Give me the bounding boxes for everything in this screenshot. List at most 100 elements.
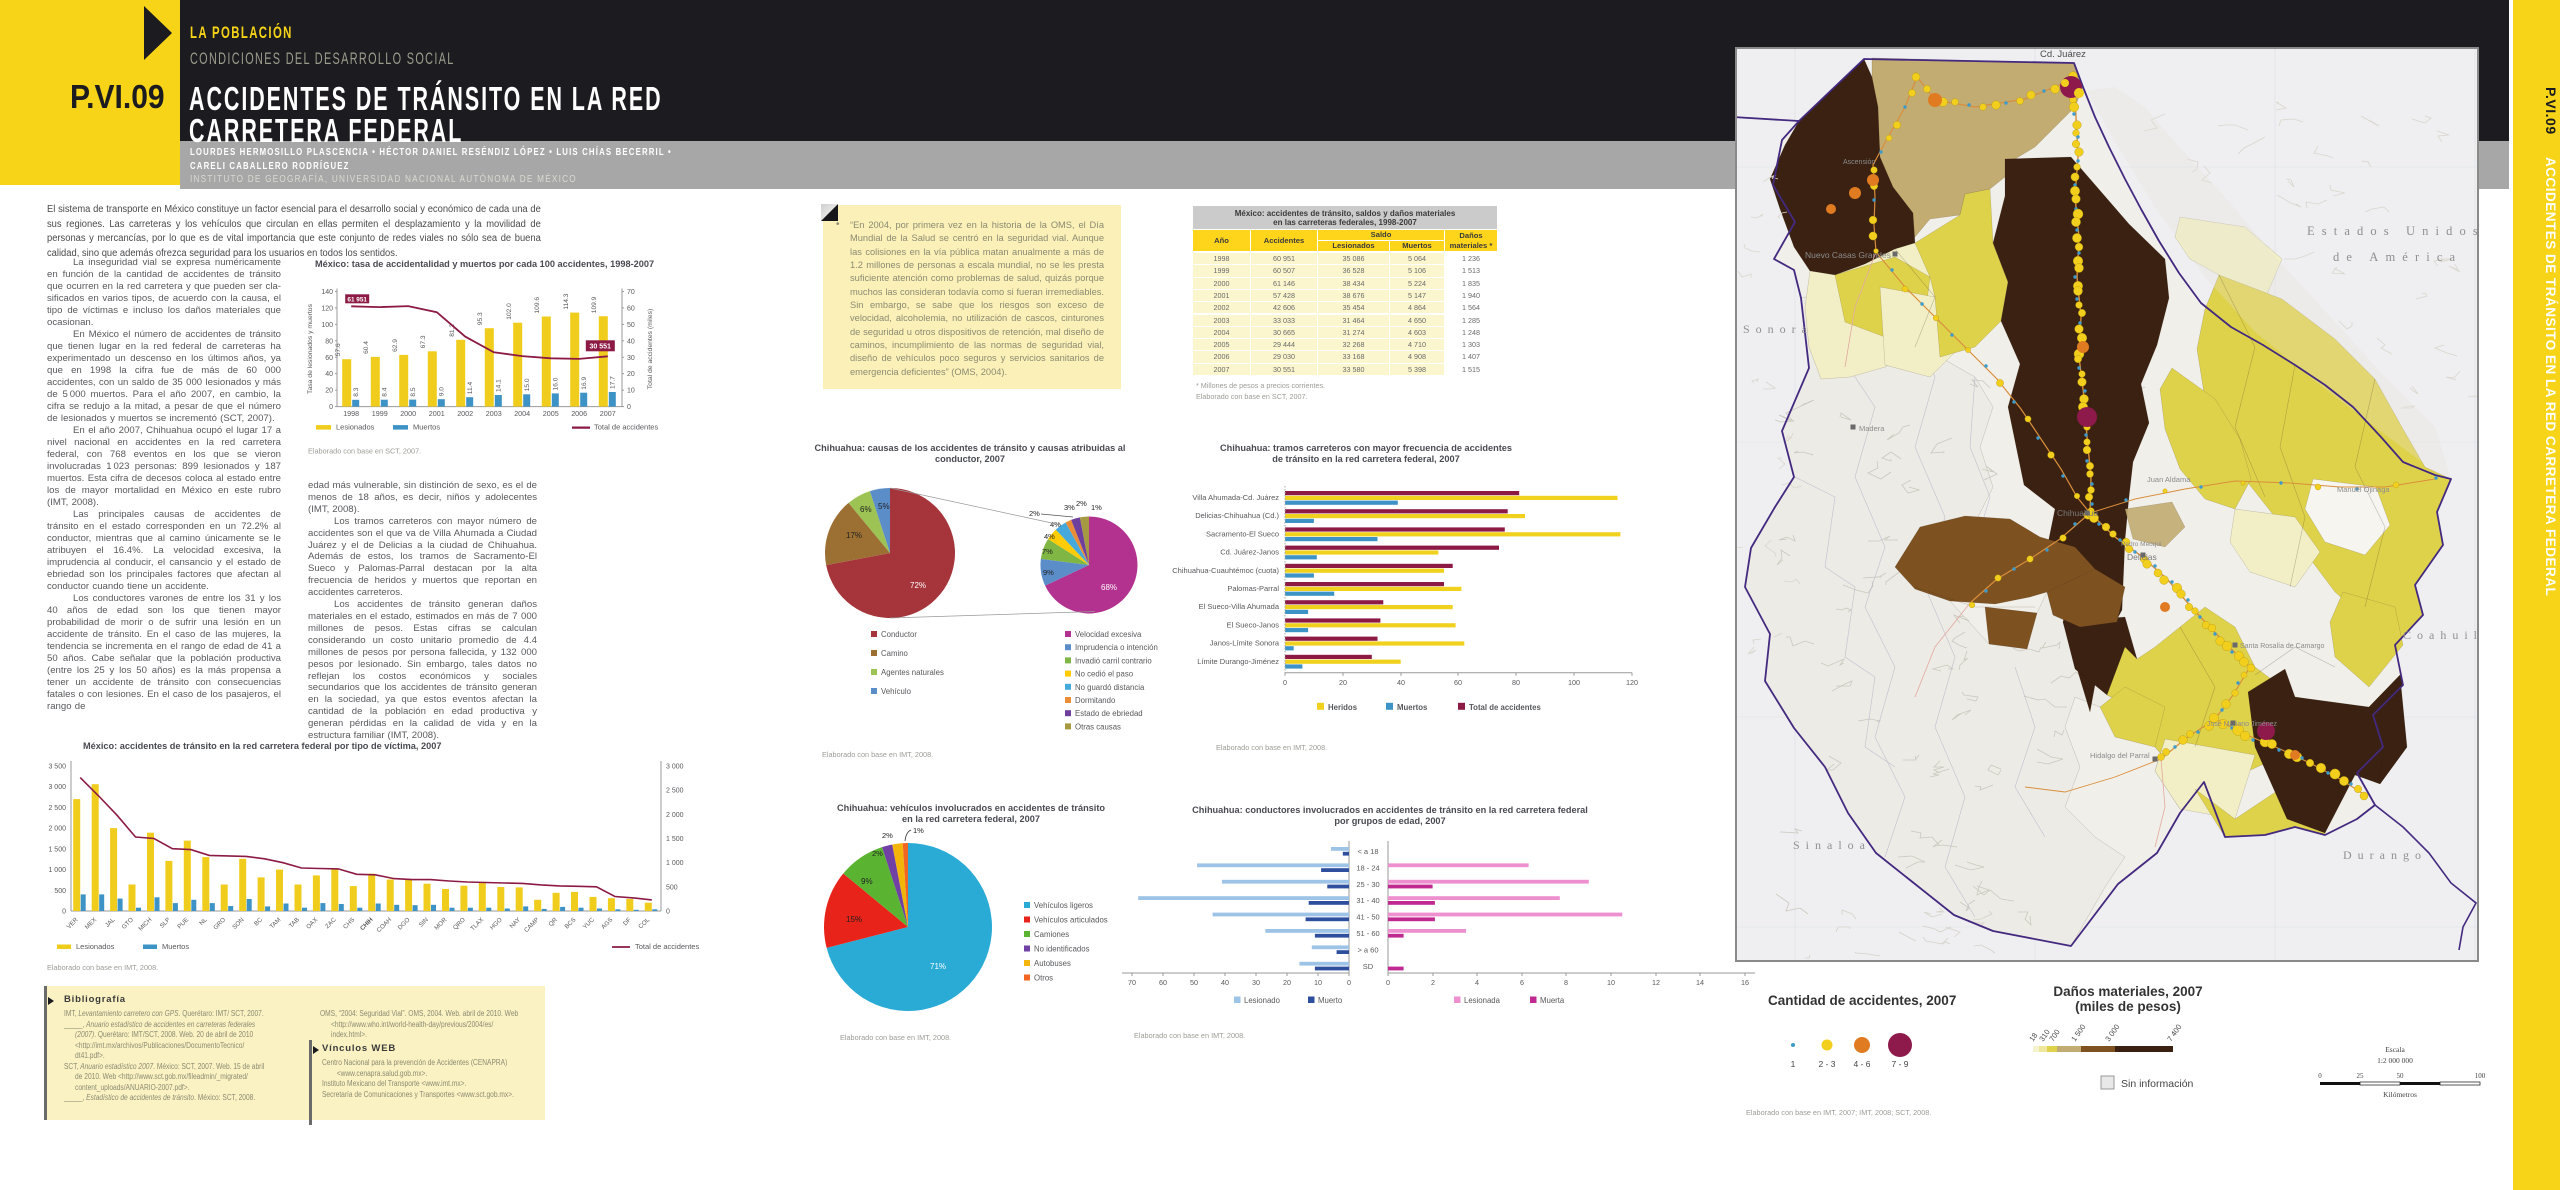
svg-text:SIN: SIN	[418, 916, 430, 928]
svg-text:3 000: 3 000	[666, 764, 684, 771]
svg-text:80: 80	[1512, 678, 1520, 687]
svg-text:DF: DF	[622, 916, 633, 927]
svg-text:SON: SON	[231, 916, 245, 930]
svg-text:2004: 2004	[514, 409, 530, 418]
svg-text:1:2 000 000: 1:2 000 000	[2377, 1056, 2413, 1065]
svg-text:25 - 30: 25 - 30	[1356, 880, 1379, 889]
svg-text:Lesionados: Lesionados	[336, 423, 375, 432]
svg-text:2 000: 2 000	[48, 826, 66, 833]
svg-text:C o a h u i l a: C o a h u i l a	[2403, 628, 2479, 642]
svg-text:P.VI.09: P.VI.09	[2543, 87, 2559, 135]
svg-text:2007: 2007	[600, 409, 616, 418]
svg-text:COL: COL	[637, 916, 651, 930]
svg-text:16: 16	[1741, 978, 1749, 987]
svg-text:14: 14	[1696, 978, 1704, 987]
svg-text:Cantidad de accidentes, 2007: Cantidad de accidentes, 2007	[1768, 993, 1956, 1008]
svg-text:1 500: 1 500	[48, 846, 66, 853]
svg-text:No identificados: No identificados	[1034, 945, 1090, 954]
svg-text:10: 10	[1314, 978, 1322, 987]
svg-text:Total de accidentes: Total de accidentes	[594, 423, 658, 432]
svg-text:15.0: 15.0	[524, 378, 531, 391]
svg-text:40: 40	[1221, 978, 1229, 987]
svg-text:MOR: MOR	[433, 916, 449, 932]
svg-text:México: accidentes de tránsito: México: accidentes de tránsito en la red…	[83, 741, 441, 751]
svg-text:72%: 72%	[910, 581, 926, 590]
svg-text:8.5: 8.5	[410, 387, 417, 396]
svg-text:2%: 2%	[1029, 509, 1040, 518]
svg-text:Elaborado con base en IMT, 200: Elaborado con base en IMT, 2008.	[822, 750, 933, 759]
svg-text:95.3: 95.3	[477, 312, 484, 325]
svg-text:HGO: HGO	[489, 916, 504, 931]
svg-text:100: 100	[1568, 678, 1580, 687]
svg-text:JAL: JAL	[104, 916, 117, 929]
svg-text:2001: 2001	[429, 409, 445, 418]
svg-text:81.2: 81.2	[449, 324, 456, 337]
svg-text:2%: 2%	[872, 849, 883, 858]
svg-text:Muertos: Muertos	[413, 423, 440, 432]
svg-text:16.9: 16.9	[581, 377, 588, 390]
svg-text:GTO: GTO	[121, 916, 135, 930]
svg-text:70: 70	[1128, 978, 1136, 987]
svg-text:18 - 24: 18 - 24	[1356, 863, 1379, 872]
svg-text:2: 2	[1431, 978, 1435, 987]
svg-text:Elaborado con base en IMT, 200: Elaborado con base en IMT, 2008.	[840, 1033, 951, 1042]
svg-text:2 - 3: 2 - 3	[1818, 1059, 1835, 1069]
svg-text:Escala: Escala	[2385, 1045, 2405, 1054]
svg-text:1999: 1999	[372, 409, 388, 418]
svg-text:0: 0	[627, 404, 631, 411]
svg-text:67.3: 67.3	[420, 335, 427, 348]
svg-text:20: 20	[1339, 678, 1347, 687]
svg-text:Tasa de lesionados y muertos: Tasa de lesionados y muertos	[307, 303, 314, 394]
svg-text:3%: 3%	[1064, 503, 1075, 512]
svg-text:Límite Durango-Jiménez: Límite Durango-Jiménez	[1197, 657, 1279, 666]
svg-text:700: 700	[2047, 1028, 2062, 1043]
svg-text:> a 60: > a 60	[1357, 945, 1378, 954]
svg-text:d e A m é r i c a: d e A m é r i c a	[2333, 250, 2457, 264]
svg-text:9%: 9%	[861, 877, 873, 886]
svg-text:7%: 7%	[1042, 547, 1053, 556]
svg-text:MICH: MICH	[137, 916, 153, 932]
svg-text:20: 20	[325, 388, 333, 395]
svg-text:YUC: YUC	[582, 916, 597, 931]
svg-text:VER: VER	[66, 916, 80, 930]
svg-text:3 000: 3 000	[2103, 1023, 2121, 1044]
svg-text:Janos-Límite Sonora: Janos-Límite Sonora	[1210, 639, 1280, 648]
svg-text:Estado de ebriedad: Estado de ebriedad	[1075, 709, 1143, 718]
svg-text:Santa Rosalía de Camargo: Santa Rosalía de Camargo	[2240, 643, 2325, 650]
svg-text:0: 0	[329, 404, 333, 411]
svg-text:Cd. Juárez-Janos: Cd. Juárez-Janos	[1220, 548, 1279, 557]
svg-text:Imprudencia o intención: Imprudencia o intención	[1075, 643, 1158, 652]
svg-text:0: 0	[62, 909, 66, 916]
svg-text:Chihuahua: conductores involuc: Chihuahua: conductores involucrados en a…	[1192, 805, 1588, 815]
svg-text:2006: 2006	[571, 409, 587, 418]
svg-text:30 551: 30 551	[589, 343, 611, 350]
svg-text:por grupos de edad, 2007: por grupos de edad, 2007	[1334, 816, 1445, 826]
svg-text:QR: QR	[548, 916, 560, 928]
svg-text:El Sueco-Villa Ahumada: El Sueco-Villa Ahumada	[1199, 602, 1280, 611]
svg-text:14.1: 14.1	[496, 379, 503, 392]
svg-text:COAH: COAH	[376, 916, 394, 934]
svg-text:7 400: 7 400	[2165, 1023, 2183, 1044]
svg-text:68%: 68%	[1101, 583, 1117, 592]
svg-text:Elaborado con base en IMT, 200: Elaborado con base en IMT, 2008.	[47, 963, 158, 972]
svg-text:Autobuses: Autobuses	[1034, 959, 1071, 968]
svg-text:8.3: 8.3	[353, 387, 360, 396]
svg-text:1 000: 1 000	[48, 867, 66, 874]
svg-text:S o n o r a: S o n o r a	[1743, 322, 1809, 336]
svg-text:Total de accidentes: Total de accidentes	[635, 942, 699, 951]
svg-text:1998: 1998	[343, 409, 359, 418]
svg-text:41 - 50: 41 - 50	[1356, 913, 1379, 922]
svg-text:Velocidad excesiva: Velocidad excesiva	[1075, 630, 1142, 639]
svg-text:Muertos: Muertos	[162, 942, 189, 951]
svg-text:2000: 2000	[400, 409, 416, 418]
svg-text:40: 40	[627, 338, 635, 345]
svg-text:60: 60	[325, 355, 333, 362]
svg-text:Chihuahua: vehículos involucra: Chihuahua: vehículos involucrados en acc…	[837, 803, 1105, 813]
svg-text:4: 4	[1475, 978, 1479, 987]
svg-text:102.0: 102.0	[506, 303, 513, 320]
svg-text:Lesionados: Lesionados	[76, 942, 115, 951]
svg-text:25: 25	[2357, 1072, 2365, 1080]
svg-text:Elaborado con base en SCT, 200: Elaborado con base en SCT, 2007.	[308, 447, 421, 456]
svg-text:E s t a d o s U n i d o s: E s t a d o s U n i d o s	[2307, 224, 2479, 238]
svg-text:50: 50	[1190, 978, 1198, 987]
